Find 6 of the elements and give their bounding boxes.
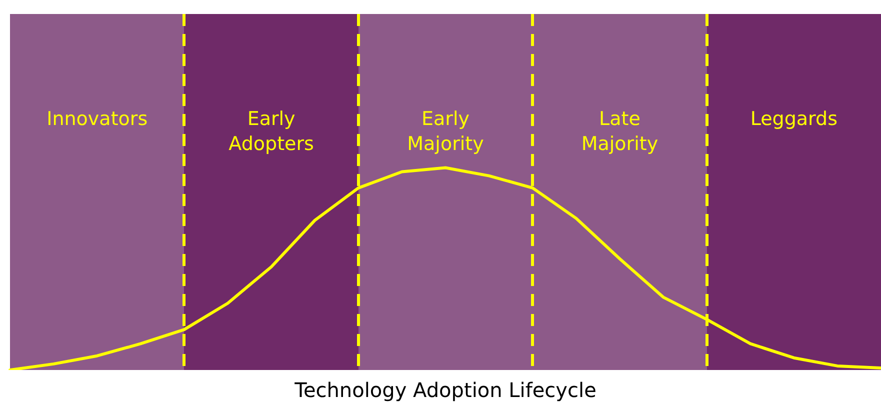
x-tick-label: Innovators (46, 108, 148, 130)
x-tick-label: Early Adopters (228, 108, 314, 155)
x-tick-label: Late Majority (581, 108, 658, 155)
x-tick-label: Early Majority (407, 108, 484, 155)
text: Technology Adoption Lifecycle (294, 378, 596, 402)
x-tick-label: Leggards (750, 108, 838, 130)
